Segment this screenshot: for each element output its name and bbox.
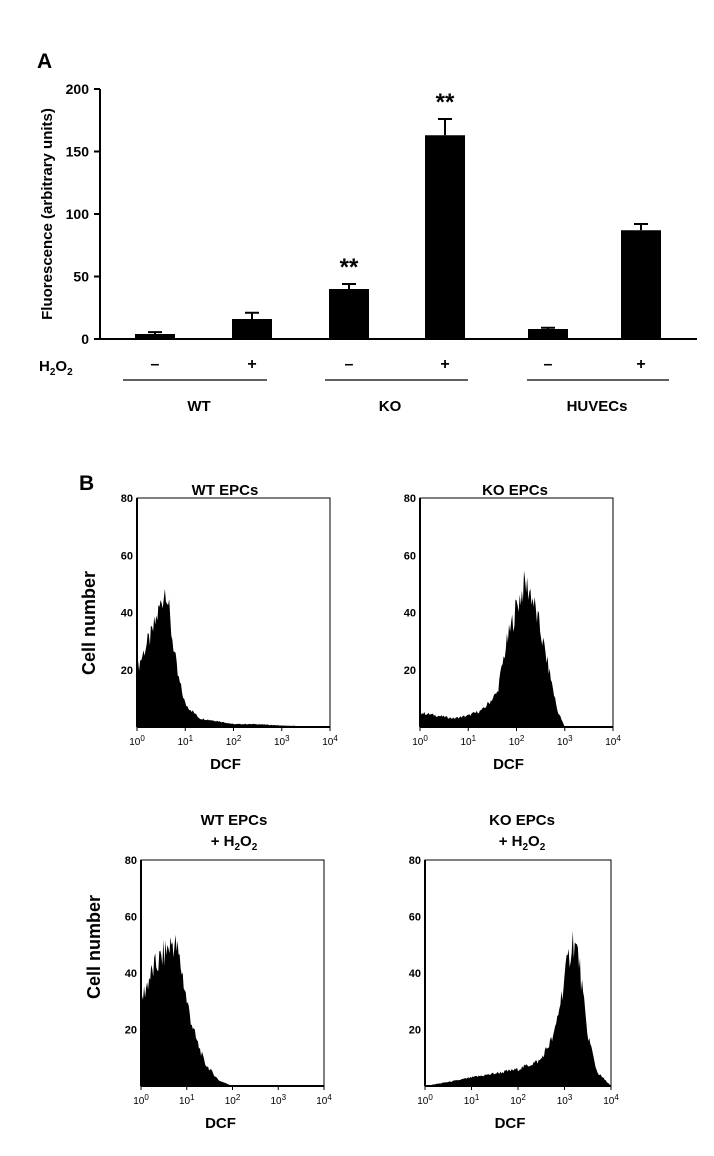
- x-axis-label: DCF: [493, 756, 524, 773]
- x-tick-label: 103: [557, 734, 573, 748]
- x-tick-label: 100: [417, 1093, 433, 1107]
- treatment-sign: –: [151, 356, 160, 373]
- histogram-area: [425, 930, 611, 1086]
- x-tick-label: 104: [316, 1093, 332, 1107]
- x-tick-label: 101: [460, 734, 476, 748]
- bar: [528, 329, 568, 339]
- y-tick-label: 150: [66, 144, 90, 160]
- bar: [232, 319, 272, 339]
- treatment-sign: +: [636, 356, 645, 373]
- y-tick-label: 200: [66, 81, 90, 97]
- x-tick-label: 100: [412, 734, 428, 748]
- x-tick-label: 104: [322, 734, 338, 748]
- y-tick-label: 40: [409, 968, 421, 980]
- panel-b4-title-line2: + H2O2: [499, 833, 546, 853]
- histogram-ko-epcs: 20 40 60 80 100 101 102 103 104 DCF: [404, 493, 622, 773]
- bar: [425, 135, 465, 339]
- x-tick-label: 103: [557, 1093, 573, 1107]
- x-tick-label: 102: [509, 734, 525, 748]
- x-tick-label: 103: [270, 1093, 286, 1107]
- histogram-area: [141, 934, 324, 1086]
- y-tick-label: 60: [125, 912, 137, 924]
- y-tick-label: 0: [81, 331, 89, 347]
- y-tick-label: 60: [121, 550, 133, 562]
- y-tick-label: 20: [404, 665, 416, 677]
- histogram-area: [137, 588, 330, 727]
- panel-a-label: A: [37, 50, 52, 73]
- x-tick-label: 103: [274, 734, 290, 748]
- group-label-ko: KO: [379, 398, 402, 415]
- significance-label: **: [340, 254, 359, 281]
- bar: [621, 230, 661, 339]
- panel-b2-title: KO EPCs: [482, 482, 548, 499]
- x-tick-label: 104: [603, 1093, 619, 1107]
- x-tick-label: 102: [510, 1093, 526, 1107]
- cell-number-label-bottom-visible: Cell number: [84, 895, 104, 999]
- panel-b-label: B: [79, 472, 94, 495]
- x-tick-label: 102: [226, 734, 242, 748]
- panel-b3-title: WT EPCs: [201, 812, 268, 829]
- y-tick-label: 80: [125, 855, 137, 867]
- histogram-wt-epcs-h2o2: 20 40 60 80 100 101 102 103 104 DCF: [125, 855, 333, 1132]
- bar: [135, 334, 175, 339]
- bar-chart: Fluorescence (arbitrary units) 0 50 100 150…: [39, 81, 697, 415]
- treatment-sign: +: [440, 356, 449, 373]
- group-label-wt: WT: [187, 398, 210, 415]
- treatment-label: H2O2: [39, 358, 73, 378]
- x-tick-label: 102: [225, 1093, 241, 1107]
- histogram-ko-epcs-h2o2: 20 40 60 80 100 101 102 103 104 DCF: [409, 855, 620, 1132]
- x-tick-label: 101: [179, 1093, 195, 1107]
- y-tick-label: 80: [404, 493, 416, 505]
- panel-b1-title: WT EPCs: [192, 482, 259, 499]
- x-axis-label: DCF: [205, 1115, 236, 1132]
- histogram-wt-epcs: 20 40 60 80 100 101 102 103 104 DCF: [121, 493, 339, 773]
- treatment-sign: –: [345, 356, 354, 373]
- y-tick-label: 100: [66, 206, 90, 222]
- significance-label: **: [436, 89, 455, 116]
- y-tick-label: 60: [409, 912, 421, 924]
- histogram-area: [420, 570, 613, 727]
- y-axis-label: Fluorescence (arbitrary units): [39, 108, 56, 320]
- y-tick-label: 40: [121, 608, 133, 620]
- x-axis-label: DCF: [495, 1115, 526, 1132]
- bar: [329, 289, 369, 339]
- panel-b3-title-line2: + H2O2: [211, 833, 258, 853]
- y-tick-label: 20: [125, 1025, 137, 1037]
- x-tick-label: 100: [133, 1093, 149, 1107]
- panel-b4-title: KO EPCs: [489, 812, 555, 829]
- cell-number-label-top: Cell number: [79, 571, 99, 675]
- y-tick-label: 40: [404, 608, 416, 620]
- treatment-sign: +: [247, 356, 256, 373]
- x-tick-label: 104: [605, 734, 621, 748]
- y-tick-label: 60: [404, 550, 416, 562]
- group-label-huvecs: HUVECs: [567, 398, 628, 415]
- y-tick-label: 40: [125, 968, 137, 980]
- treatment-sign: –: [544, 356, 553, 373]
- y-tick-label: 80: [409, 855, 421, 867]
- x-axis-label: DCF: [210, 756, 241, 773]
- y-tick-label: 50: [73, 269, 89, 285]
- x-tick-label: 100: [129, 734, 145, 748]
- y-tick-label: 20: [121, 665, 133, 677]
- y-tick-label: 80: [121, 493, 133, 505]
- x-tick-label: 101: [464, 1093, 480, 1107]
- x-tick-label: 101: [177, 734, 193, 748]
- y-tick-label: 20: [409, 1025, 421, 1037]
